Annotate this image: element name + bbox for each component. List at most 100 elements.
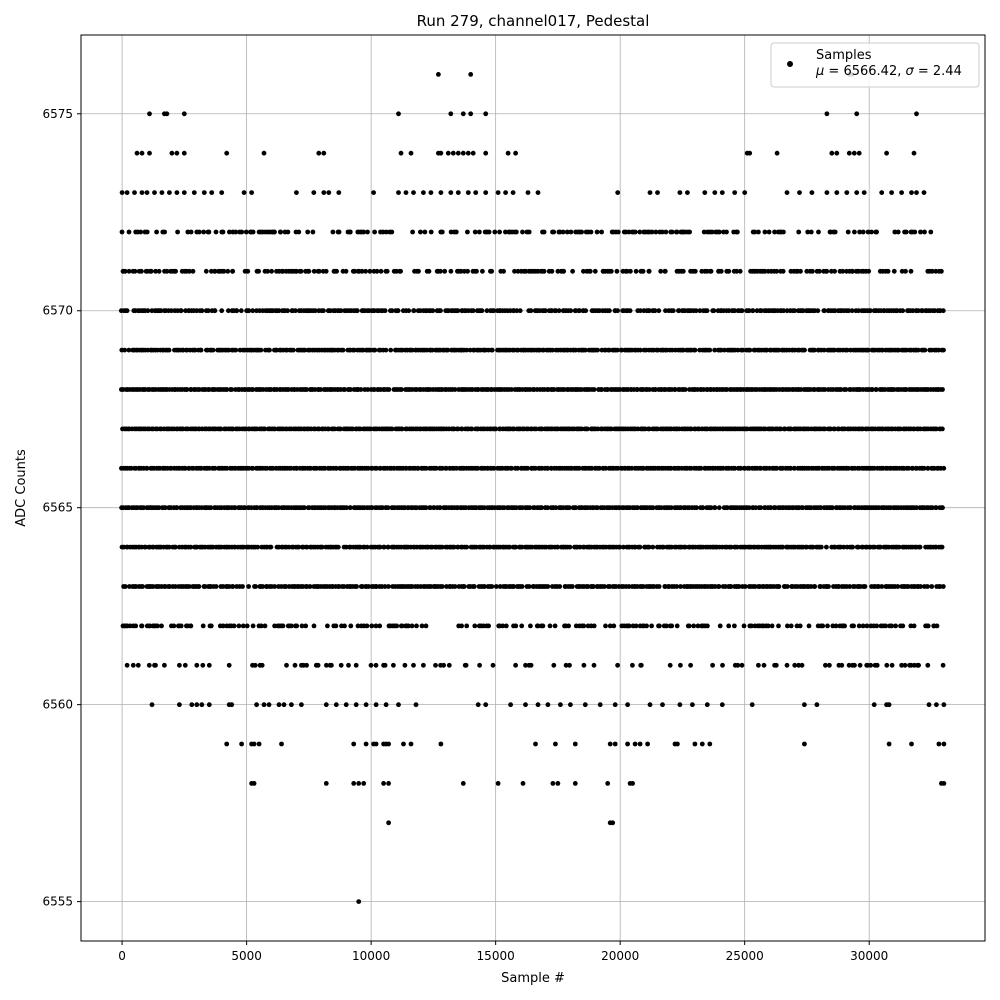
data-point — [167, 190, 172, 196]
data-point — [925, 584, 930, 589]
data-point — [169, 150, 175, 156]
data-point — [394, 623, 400, 629]
data-point — [122, 623, 127, 629]
data-point — [152, 662, 157, 668]
data-point — [455, 150, 461, 156]
data-point — [603, 623, 608, 629]
data-point — [558, 702, 563, 708]
data-point — [318, 387, 324, 392]
data-point — [649, 623, 654, 629]
data-point — [579, 426, 584, 432]
data-point — [747, 347, 753, 353]
data-point — [832, 268, 837, 274]
data-point — [597, 702, 603, 708]
data-point — [178, 308, 184, 314]
data-point — [933, 505, 939, 511]
x-axis-label: Sample # — [501, 971, 565, 986]
data-point — [566, 623, 571, 629]
data-point — [206, 229, 212, 235]
data-point — [646, 426, 652, 432]
data-point — [926, 702, 932, 708]
data-point — [570, 584, 575, 589]
data-point — [174, 150, 180, 156]
data-point — [465, 150, 471, 156]
data-point — [363, 268, 368, 274]
data-point — [396, 111, 401, 117]
data-point — [577, 544, 583, 550]
legend-marker — [787, 61, 793, 67]
data-point — [856, 544, 861, 550]
data-point — [483, 190, 489, 196]
x-tick-label: 15000 — [477, 949, 515, 963]
data-point — [707, 741, 713, 747]
data-point — [878, 544, 883, 550]
x-tick-label: 30000 — [850, 949, 888, 963]
data-point — [477, 662, 482, 668]
data-point — [914, 190, 919, 196]
data-point — [513, 662, 518, 668]
data-point — [267, 347, 272, 353]
data-point — [126, 584, 132, 589]
data-point — [581, 662, 587, 668]
band-6563 — [121, 584, 946, 589]
data-point — [333, 702, 339, 708]
data-point — [824, 111, 830, 117]
data-point — [630, 662, 635, 668]
data-point — [925, 623, 931, 629]
data-point — [854, 111, 860, 117]
data-point — [780, 268, 786, 274]
data-point — [242, 505, 248, 511]
data-point — [286, 387, 291, 392]
data-point — [615, 190, 621, 196]
data-point — [373, 702, 379, 708]
data-point — [627, 308, 633, 314]
data-point — [774, 465, 780, 471]
data-point — [602, 584, 607, 589]
data-point — [708, 505, 714, 511]
data-point — [343, 268, 349, 274]
band-6572 — [119, 229, 934, 235]
data-point — [296, 229, 302, 235]
data-point — [621, 544, 626, 550]
data-point — [353, 662, 359, 668]
data-point — [372, 347, 378, 353]
x-tick-label: 0 — [118, 949, 126, 963]
data-point — [591, 662, 597, 668]
data-point — [940, 584, 946, 589]
data-point — [824, 190, 830, 196]
data-point — [156, 268, 162, 274]
data-point — [766, 229, 772, 235]
data-point — [716, 505, 722, 511]
data-point — [244, 623, 250, 629]
data-point — [294, 623, 300, 629]
data-point — [876, 584, 881, 589]
data-point — [694, 505, 699, 511]
data-point — [254, 702, 259, 708]
data-point — [800, 505, 806, 511]
data-point — [461, 584, 467, 589]
data-point — [411, 308, 417, 314]
data-point — [834, 190, 840, 196]
data-point — [607, 741, 613, 747]
data-point — [196, 584, 202, 589]
data-point — [134, 150, 140, 156]
data-point — [135, 662, 141, 668]
data-point — [130, 662, 136, 668]
data-point — [885, 268, 891, 274]
data-point — [336, 190, 342, 196]
data-point — [473, 190, 479, 196]
data-point — [475, 702, 481, 708]
band-6570 — [118, 308, 946, 314]
data-point — [806, 623, 812, 629]
data-point — [441, 662, 446, 668]
data-point — [226, 584, 232, 589]
data-point — [640, 584, 646, 589]
data-point — [720, 662, 725, 668]
data-point — [752, 584, 758, 589]
data-point — [650, 544, 656, 550]
data-point — [670, 308, 676, 314]
data-point — [272, 584, 277, 589]
data-point — [856, 150, 862, 156]
data-point — [699, 741, 705, 747]
data-point — [640, 268, 646, 274]
